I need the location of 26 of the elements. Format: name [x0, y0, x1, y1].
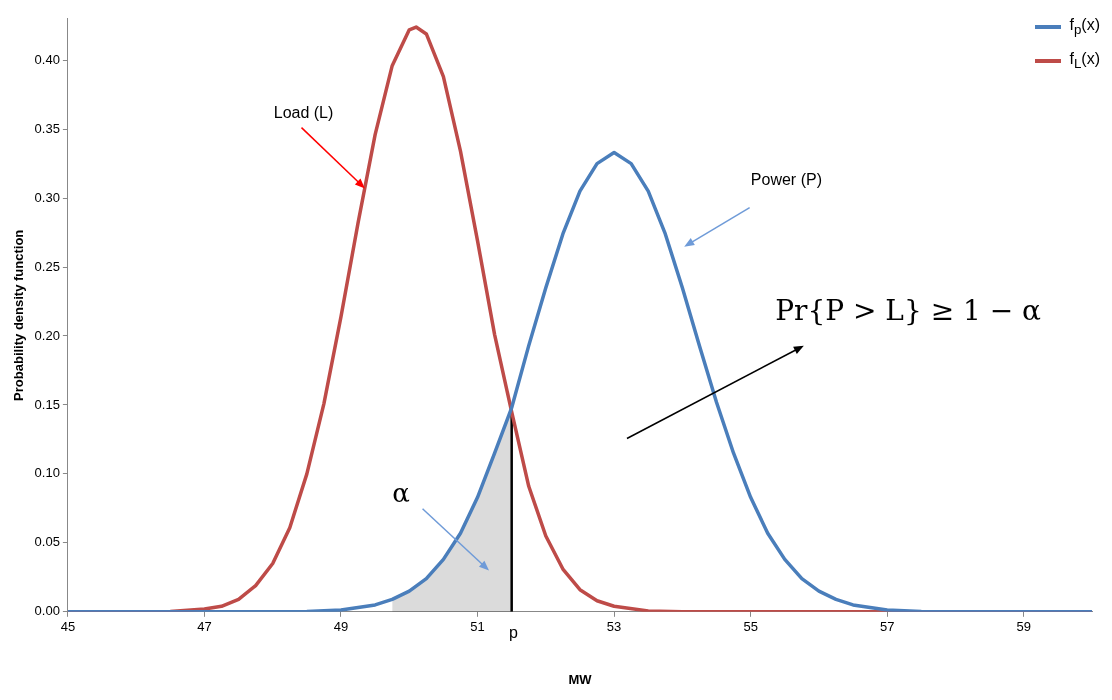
y-axis-title: Probability density function [11, 229, 27, 401]
x-tick-label: 53 [606, 619, 622, 635]
y-tick-label: 0.25 [34, 258, 60, 274]
y-tick-label: 0.15 [34, 396, 60, 412]
annotation: Power (P) [750, 171, 822, 189]
y-tick-label: 0.10 [34, 465, 60, 481]
y-tick-label: 0.30 [34, 189, 60, 205]
text: p [509, 624, 519, 642]
x-tick-label: 59 [1016, 619, 1031, 635]
x-tick-label: 45 [60, 619, 76, 635]
y-tick-label: 0.40 [34, 51, 60, 67]
x-tick-label: 47 [197, 619, 212, 635]
legend-label: f$_{L}$(x) [1069, 50, 1100, 72]
annotation: Pr{P > L} ≥ 1 − α [775, 294, 1042, 328]
x-tick-label: 51 [470, 619, 485, 635]
legend-label: f$_{p}$(x) [1069, 16, 1100, 38]
annotation: α [392, 478, 410, 509]
x-axis-title: MW [568, 671, 593, 687]
y-tick-label: 0.35 [34, 120, 60, 136]
y-tick-label: 0.20 [34, 327, 60, 343]
x-tick-label: 57 [879, 619, 895, 635]
y-tick-label: 0.05 [34, 534, 60, 550]
y-tick-label: 0.00 [34, 603, 60, 619]
x-tick-label: 55 [743, 619, 758, 635]
x-tick-label: 49 [333, 619, 349, 635]
annotation: Load (L) [273, 104, 334, 122]
